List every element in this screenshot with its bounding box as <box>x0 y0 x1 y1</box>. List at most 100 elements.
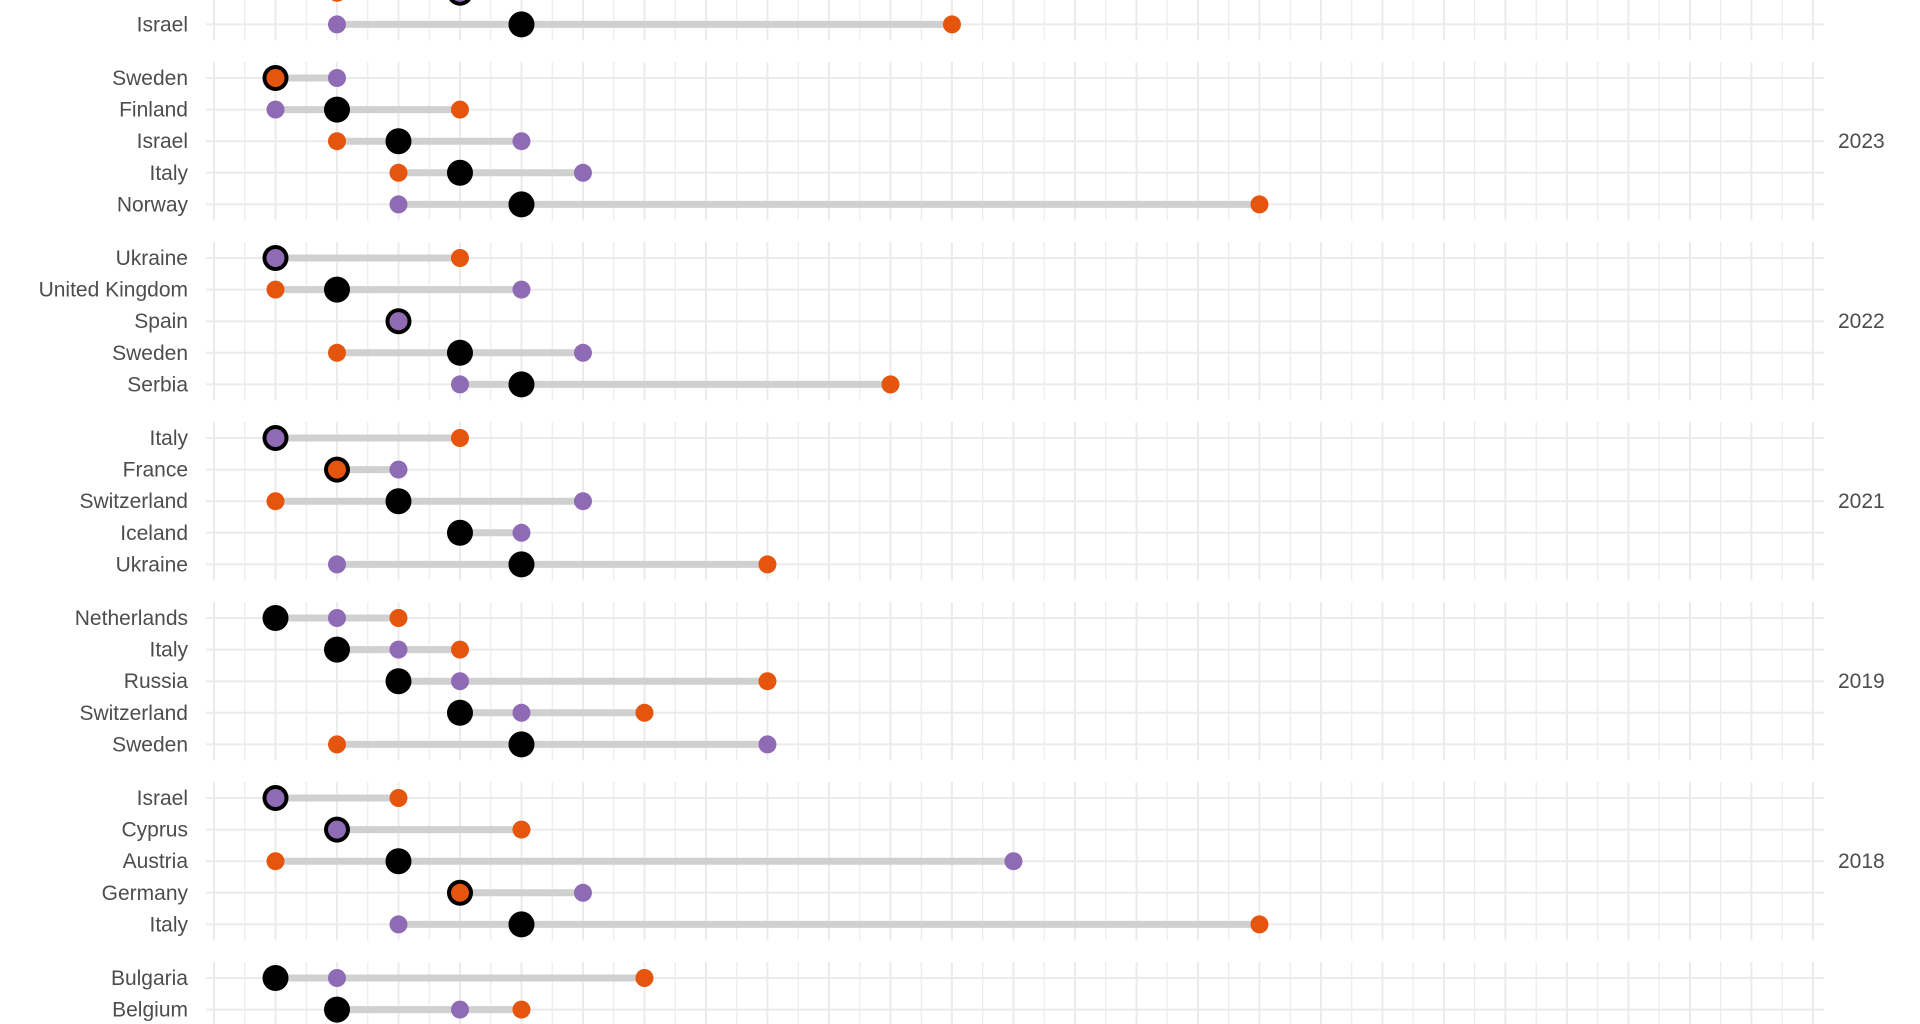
point-orange <box>512 820 531 839</box>
facet-panel: France Israel <box>123 0 1824 41</box>
country-label: Serbia <box>127 373 188 396</box>
facet-panel: Italy France Switzerland Iceland Ukraine 2021 <box>79 422 1885 581</box>
facet-year-label: 2018 <box>1838 850 1885 873</box>
point-black <box>323 996 350 1023</box>
point-black <box>449 0 471 6</box>
point-black <box>262 605 289 631</box>
point-purple <box>266 100 285 119</box>
point-purple <box>573 492 592 511</box>
point-orange <box>266 492 285 511</box>
country-label: Israel <box>137 130 188 153</box>
facet-panel: Ukraine United Kingdom Spain Sweden Serbia 20… <box>39 242 1885 401</box>
point-purple <box>573 163 592 182</box>
point-orange <box>758 555 777 574</box>
point-purple <box>512 132 531 151</box>
point-purple <box>389 460 408 479</box>
point-black <box>446 159 473 186</box>
point-orange <box>327 460 346 479</box>
point-black <box>508 371 535 398</box>
point-black <box>385 668 412 695</box>
point-orange <box>450 429 469 447</box>
country-label: Cyprus <box>121 819 188 842</box>
country-label: Italy <box>149 913 188 936</box>
point-orange <box>450 640 469 659</box>
point-black <box>323 276 350 303</box>
country-label: Sweden <box>112 733 188 756</box>
point-orange <box>266 69 285 87</box>
point-purple <box>758 735 777 754</box>
point-orange <box>635 969 654 987</box>
country-label: Russia <box>124 670 189 693</box>
point-purple <box>389 312 408 331</box>
point-purple <box>512 703 531 722</box>
point-purple <box>389 915 408 934</box>
country-label: Switzerland <box>79 490 188 513</box>
country-label: Israel <box>137 13 188 36</box>
facet-panel: Israel Cyprus Austria Germany Italy 2018 <box>102 782 1885 941</box>
point-black <box>508 911 535 938</box>
point-black <box>262 965 289 991</box>
point-black <box>385 128 412 155</box>
country-label: Finland <box>119 99 188 122</box>
country-label: Israel <box>137 787 188 810</box>
point-orange <box>1250 195 1269 214</box>
point-orange <box>327 132 346 151</box>
facet-year-label: 2021 <box>1838 490 1885 513</box>
point-black <box>446 519 473 546</box>
point-black <box>508 731 535 758</box>
point-purple <box>266 429 285 447</box>
point-orange <box>389 163 408 182</box>
point-black <box>385 848 412 875</box>
facet-panel: Bulgaria Belgium <box>111 962 1824 1024</box>
point-orange <box>331 0 343 2</box>
country-label: Italy <box>149 427 188 450</box>
point-purple <box>389 195 408 214</box>
country-label: Iceland <box>120 522 188 545</box>
country-label: Ukraine <box>116 553 188 576</box>
point-orange <box>327 343 346 362</box>
point-black <box>323 636 350 663</box>
point-purple <box>327 969 346 987</box>
point-orange <box>266 280 285 299</box>
point-black <box>446 339 473 366</box>
point-purple <box>327 15 346 34</box>
country-label: France <box>123 0 188 5</box>
point-purple <box>327 555 346 574</box>
point-purple <box>266 249 285 267</box>
country-label: Italy <box>149 639 188 662</box>
point-orange <box>450 883 469 902</box>
country-label: Spain <box>134 310 188 333</box>
point-purple <box>450 1000 469 1019</box>
point-black <box>446 699 473 726</box>
point-purple <box>266 789 285 807</box>
point-orange <box>942 15 961 34</box>
country-label: Germany <box>102 882 189 905</box>
country-label: Switzerland <box>79 702 188 725</box>
point-purple <box>450 672 469 691</box>
point-orange <box>266 852 285 871</box>
point-orange <box>389 789 408 807</box>
country-label: Norway <box>117 193 189 216</box>
point-purple <box>454 0 466 2</box>
country-label: Ukraine <box>116 247 188 270</box>
facet-panel: Sweden Finland Israel Italy Norway 2023 <box>112 62 1885 221</box>
facet-year-label: 2019 <box>1838 670 1885 693</box>
point-purple <box>1004 852 1023 871</box>
country-label: Austria <box>123 850 189 873</box>
point-orange <box>881 375 900 394</box>
point-orange <box>635 703 654 722</box>
point-orange <box>450 249 469 267</box>
point-purple <box>512 280 531 299</box>
point-purple <box>512 523 531 542</box>
point-black <box>385 488 412 515</box>
facet-panel: Netherlands Italy Russia Switzerland Sweden 2… <box>75 602 1885 761</box>
point-purple <box>327 609 346 627</box>
facet-year-label: 2022 <box>1838 310 1885 333</box>
point-black <box>508 191 535 218</box>
point-orange <box>758 672 777 691</box>
country-label: France <box>123 459 188 482</box>
point-purple <box>450 375 469 394</box>
point-black <box>508 551 535 578</box>
point-orange <box>512 1000 531 1019</box>
